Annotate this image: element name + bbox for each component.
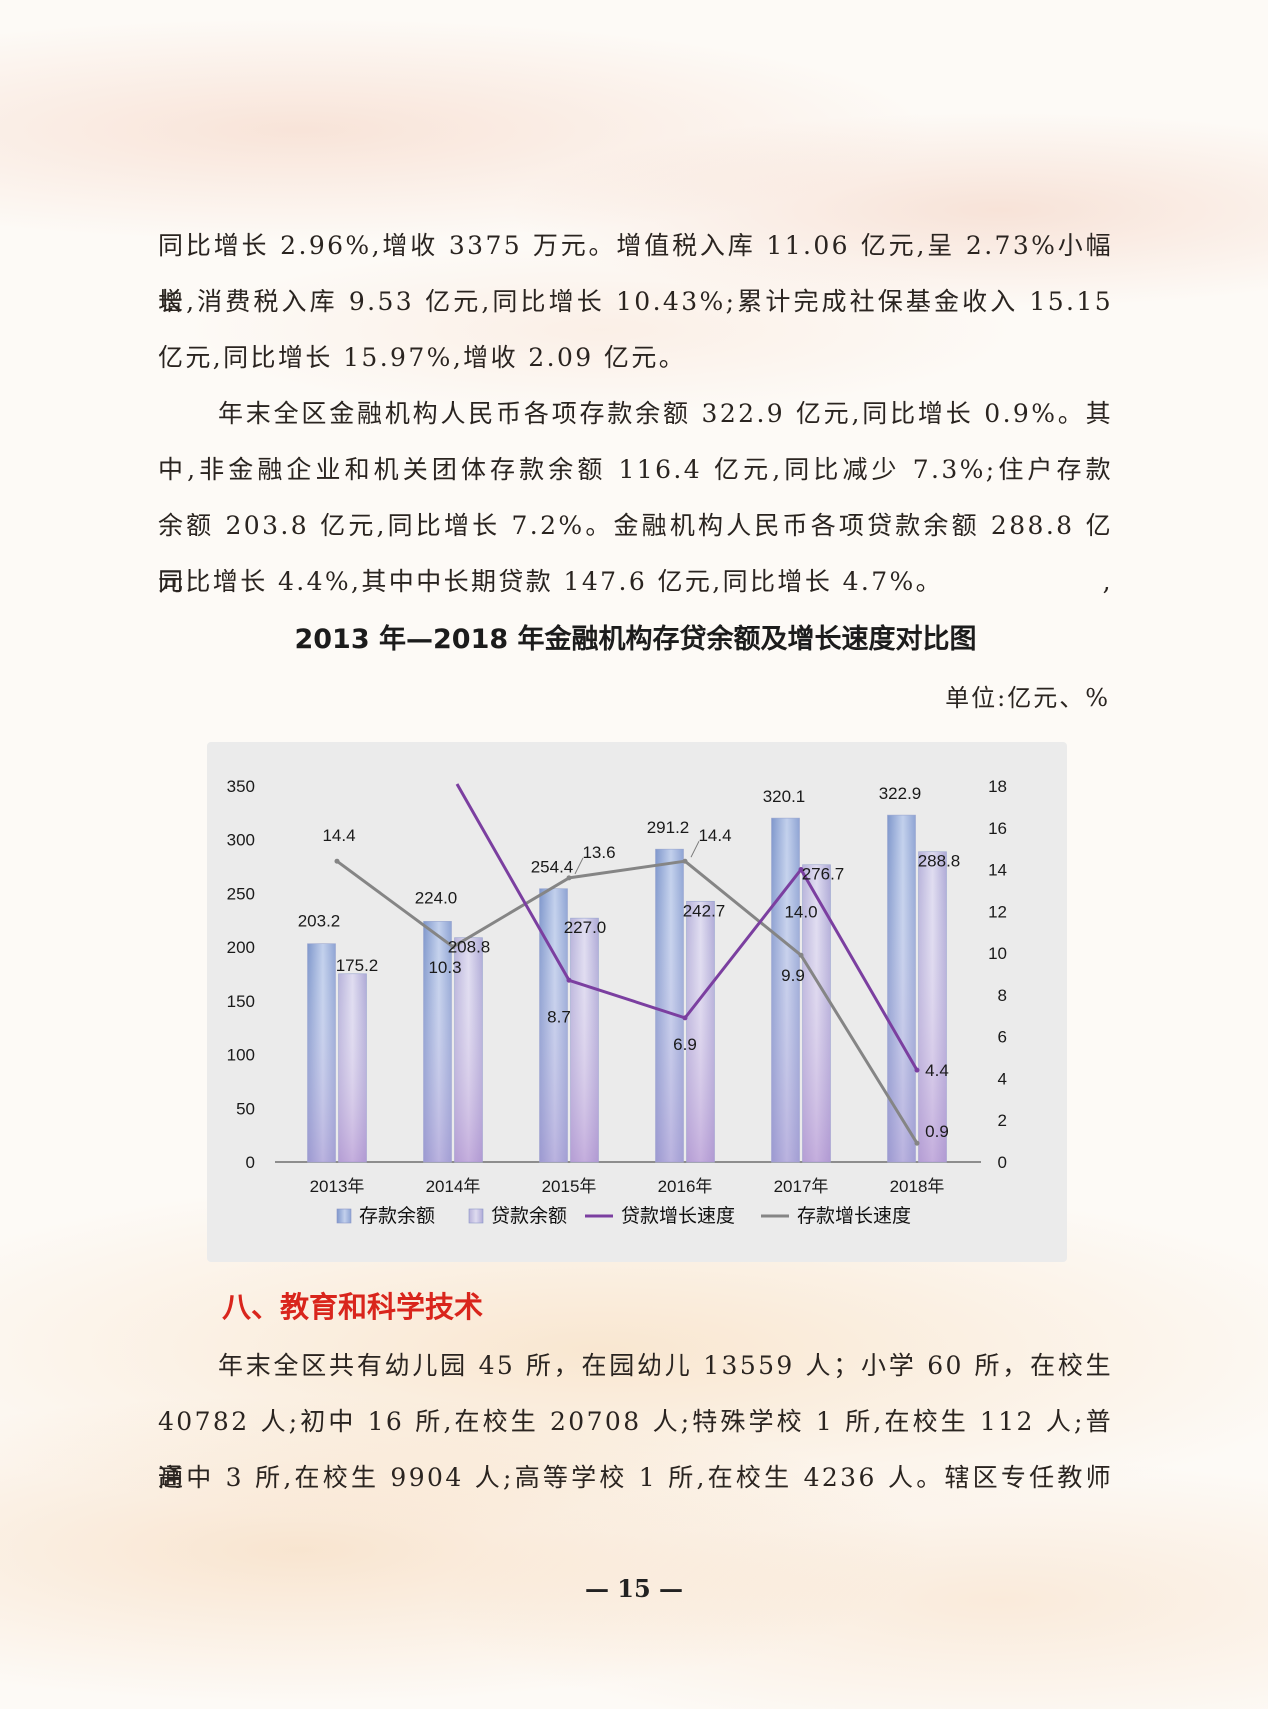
section-heading: 八、教育和科学技术 <box>222 1290 484 1324</box>
paragraph-3-line-2: 40782 人;初中 16 所,在校生 20708 人;特殊学校 1 所,在校生… <box>158 1407 1113 1492</box>
paragraph-3-line-3: 高中 3 所,在校生 9904 人;高等学校 1 所,在校生 4236 人。辖区… <box>158 1463 1113 1492</box>
deposit-bar-shade <box>307 943 336 1162</box>
y-right-tick-label: 10 <box>988 944 1007 963</box>
deposit-growth-label: 0.9 <box>925 1122 949 1141</box>
page-number: — 15 — <box>584 1574 684 1603</box>
x-tick-label: 2013年 <box>310 1177 365 1196</box>
deposit-growth-label: 10.3 <box>428 958 461 977</box>
loan-bar-shade <box>918 851 947 1162</box>
y-right-tick-label: 12 <box>988 902 1007 921</box>
y-right-tick-label: 4 <box>998 1069 1007 1088</box>
loan-bar-label: 227.0 <box>564 918 607 937</box>
loan-growth-point <box>682 1015 688 1021</box>
deposit-growth-point <box>798 952 804 958</box>
loan-growth-label: 4.4 <box>925 1061 949 1080</box>
paragraph-1-line-3: 亿元,同比增长 15.97%,增收 2.09 亿元。 <box>158 343 687 372</box>
loan-growth-label: 14.0 <box>784 903 817 922</box>
deposit-growth-point <box>450 944 456 950</box>
paragraph-3-line-1: 年末全区共有幼儿园 45 所，在园幼儿 13559 人；小学 60 所，在校生 <box>218 1351 1113 1380</box>
y-right-tick-label: 16 <box>988 819 1007 838</box>
label-leader <box>690 840 700 858</box>
loan-bar-label: 242.7 <box>683 901 726 920</box>
y-left-tick-label: 100 <box>227 1046 255 1065</box>
legend-label: 存款增长速度 <box>797 1205 911 1227</box>
deposit-growth-label: 13.6 <box>582 843 615 862</box>
paragraph-2-line-1: 年末全区金融机构人民币各项存款余额 322.9 亿元,同比增长 0.9%。其 <box>218 399 1113 428</box>
deposit-growth-point <box>914 1140 920 1146</box>
y-left-tick-label: 50 <box>236 1099 255 1118</box>
y-left-tick-label: 200 <box>227 938 255 957</box>
legend-label: 贷款余额 <box>491 1205 567 1227</box>
loan-bar-shade <box>454 937 483 1162</box>
y-right-tick-label: 18 <box>988 777 1007 796</box>
y-left-tick-label: 300 <box>227 831 255 850</box>
paragraph-2-line-4: 同比增长 4.4%,其中中长期贷款 147.6 亿元,同比增长 4.7%。 <box>158 567 944 596</box>
deposit-growth-point <box>682 858 688 864</box>
x-tick-label: 2016年 <box>658 1177 713 1196</box>
deposit-growth-label: 14.4 <box>698 826 731 845</box>
paragraph-2-line-3: 余额 203.8 亿元,同比增长 7.2%。金融机构人民币各项贷款余额 288.… <box>158 511 1113 596</box>
chart-panel: 0 50 100 150 200 250 300 350 0 2 4 6 8 10 12 14 16 18 2013… <box>207 742 1067 1262</box>
label-leader <box>574 857 584 875</box>
legend-swatch <box>468 1208 484 1224</box>
chart-unit: 单位:亿元、% <box>945 684 1110 712</box>
deposit-bar-shade <box>887 815 916 1162</box>
deposit-growth-label: 9.9 <box>781 966 805 985</box>
loan-growth-point <box>566 977 572 983</box>
deposit-bar-shade <box>655 849 684 1162</box>
y-left-tick-label: 350 <box>227 777 255 796</box>
deposit-growth-label: 14.4 <box>322 826 355 845</box>
legend-label: 贷款增长速度 <box>621 1205 735 1227</box>
legend-swatch <box>336 1208 352 1224</box>
loan-growth-point <box>914 1067 920 1073</box>
deposit-growth-line <box>336 859 919 1144</box>
loan-bar-shade <box>338 973 367 1162</box>
deposit-bar-label: 322.9 <box>879 784 922 803</box>
y-right-tick-label: 14 <box>988 861 1007 880</box>
paragraph-2-line-2: 中,非金融企业和机关团体存款余额 116.4 亿元,同比减少 7.3%;住户存款 <box>158 455 1113 484</box>
deposit-bar-shade <box>771 818 800 1162</box>
y-right-tick-label: 0 <box>998 1153 1007 1172</box>
loan-bar-shade <box>686 901 715 1162</box>
paragraph-1-line-2: 长,消费税入库 9.53 亿元,同比增长 10.43%;累计完成社保基金收入 1… <box>158 287 1113 316</box>
deposit-bar-label: 224.0 <box>415 888 458 907</box>
deposit-bar-shade <box>423 921 452 1162</box>
x-tick-label: 2017年 <box>774 1177 829 1196</box>
loan-growth-label: 8.7 <box>547 1007 571 1026</box>
chart-title: 2013 年—2018 年金融机构存贷余额及增长速度对比图 <box>294 624 977 655</box>
x-tick-label: 2014年 <box>426 1177 481 1196</box>
x-tick-label: 2015年 <box>542 1177 597 1196</box>
legend-label: 存款余额 <box>359 1205 435 1227</box>
y-right-tick-label: 2 <box>998 1111 1007 1130</box>
loan-bar-label: 208.8 <box>448 938 491 957</box>
deposit-growth-point <box>334 858 340 864</box>
loan-bar-label: 276.7 <box>802 865 845 884</box>
loan-bar-label: 175.2 <box>336 956 379 975</box>
loan-bar-label: 288.8 <box>918 852 961 871</box>
deposit-growth-point <box>566 875 572 881</box>
y-left-tick-label: 150 <box>227 992 255 1011</box>
y-right-tick-label: 6 <box>998 1028 1007 1047</box>
loan-growth-label: 6.9 <box>673 1035 697 1054</box>
chart-svg: 0 50 100 150 200 250 300 350 0 2 4 6 8 10 12 14 16 18 2013… <box>227 777 1007 1227</box>
deposit-bar-label: 320.1 <box>763 787 806 806</box>
x-tick-label: 2018年 <box>890 1177 945 1196</box>
y-left-tick-label: 250 <box>227 884 255 903</box>
y-right-tick-label: 8 <box>998 986 1007 1005</box>
deposit-bar-label: 203.2 <box>298 912 341 931</box>
deposit-bar-label: 254.4 <box>531 858 574 877</box>
y-left-tick-label: 0 <box>246 1153 255 1172</box>
loan-growth-point <box>798 867 804 873</box>
loan-bar-shade <box>570 918 599 1162</box>
paragraph-1-line-1: 同比增长 2.96%,增收 3375 万元。增值税入库 11.06 亿元,呈 2… <box>158 231 1113 316</box>
deposit-bar-label: 291.2 <box>647 818 690 837</box>
